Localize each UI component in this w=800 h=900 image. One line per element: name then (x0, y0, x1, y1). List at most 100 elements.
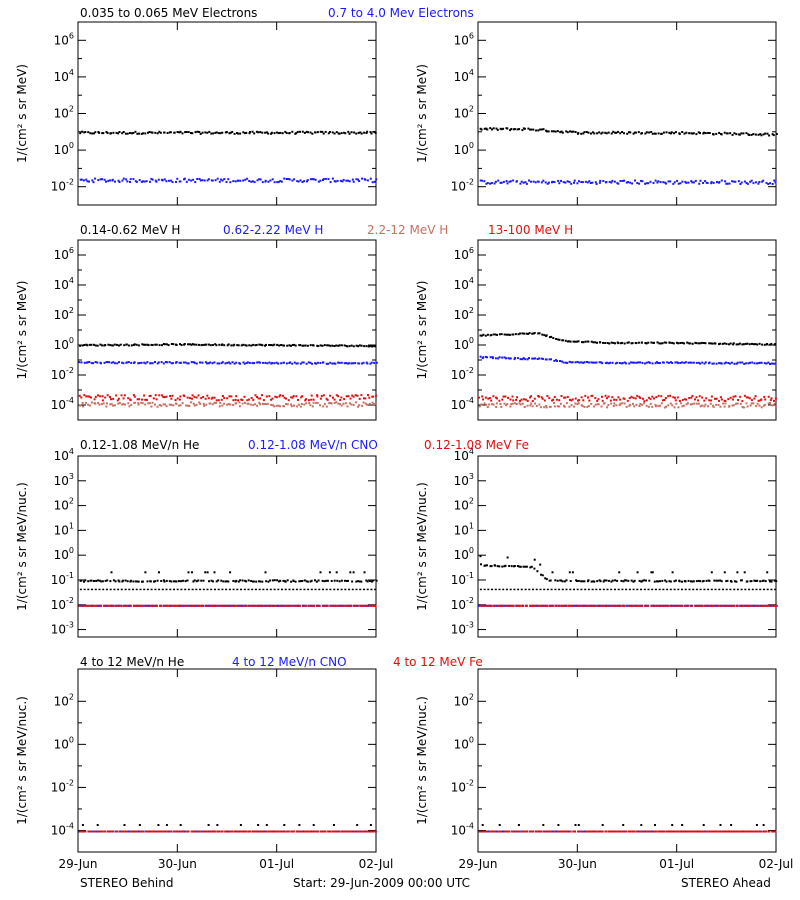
data-point-protons-ahead-3-70 (617, 396, 620, 399)
data-point-heavy_high-ahead-2-26 (530, 830, 533, 833)
data-point-electrons-behind-0-16 (110, 132, 113, 135)
data-point-protons-ahead-0-66 (610, 341, 613, 344)
data-point-protons-behind-0-32 (142, 343, 145, 346)
data-point-electrons-ahead-0-55 (587, 131, 590, 134)
data-point-protons-ahead-2-124 (724, 402, 727, 405)
data-point-protons-behind-3-4 (87, 395, 90, 398)
data-point-electrons-behind-0-64 (206, 131, 209, 134)
data-point-heavy_low-behind-0-97 (271, 579, 274, 582)
floor-point-heavy_low-ahead-35 (610, 588, 613, 591)
data-point-heavy_high-ahead-2-95 (666, 830, 669, 833)
data-point-heavy_low-ahead-0-71 (620, 579, 623, 582)
data-point-heavy_low-behind-0-104 (284, 580, 287, 583)
data-point-protons-behind-2-45 (168, 403, 171, 406)
data-point-electrons-behind-0-115 (307, 131, 309, 134)
data-point-protons-ahead-2-37 (553, 402, 556, 404)
data-point-protons-behind-2-62 (202, 402, 205, 405)
data-point-electrons-behind-0-88 (253, 132, 256, 135)
data-point-electrons-behind-0-128 (333, 132, 336, 135)
data-point-heavy_high-ahead-2-69 (615, 830, 618, 833)
data-point-protons-ahead-1-128 (733, 362, 736, 365)
data-point-protons-behind-3-113 (304, 399, 307, 402)
data-point-heavy_high-ahead-2-46 (569, 830, 572, 833)
data-point-electrons-behind-1-19 (117, 179, 120, 182)
data-point-heavy_low-behind-0-56 (191, 571, 193, 574)
data-point-heavy_low-behind-0-76 (229, 571, 232, 574)
data-point-protons-behind-3-89 (256, 396, 258, 398)
data-point-protons-ahead-0-62 (602, 341, 604, 344)
data-point-protons-behind-2-0 (79, 404, 82, 407)
data-point-heavy_high-ahead-2-62 (601, 830, 604, 833)
data-point-heavy_low-ahead-2-128 (733, 604, 736, 607)
data-point-protons-ahead-2-34 (545, 406, 548, 409)
data-point-heavy_high-behind-2-136 (349, 830, 352, 833)
data-point-protons-behind-2-1 (81, 401, 84, 404)
floor-point-heavy_low-behind-1 (83, 588, 86, 591)
data-point-heavy_high-behind-0-5 (165, 824, 168, 826)
data-point-heavy_low-ahead-0-22 (522, 565, 525, 568)
data-point-heavy_high-ahead-2-125 (727, 830, 730, 833)
data-point-heavy_low-behind-1-56 (190, 604, 193, 607)
data-point-heavy_high-ahead-2-52 (582, 830, 585, 833)
data-point-protons-ahead-1-58 (593, 361, 596, 364)
data-point-heavy_high-ahead-2-58 (594, 830, 597, 833)
floor-point-heavy_low-behind-66 (325, 588, 328, 591)
data-point-protons-behind-2-146 (368, 402, 371, 405)
data-point-protons-ahead-2-121 (719, 405, 722, 408)
floor-point-heavy_low-behind-22 (161, 588, 164, 591)
data-point-heavy_low-behind-2-66 (210, 604, 213, 607)
data-point-protons-ahead-1-85 (647, 361, 650, 364)
data-point-electrons-behind-1-139 (355, 178, 358, 181)
data-point-protons-ahead-3-1 (481, 395, 484, 398)
data-point-heavy_high-ahead-2-34 (546, 830, 549, 833)
data-point-electrons-ahead-1-126 (728, 182, 731, 185)
data-point-heavy_low-ahead-2-70 (618, 604, 620, 607)
data-point-protons-behind-0-123 (323, 344, 326, 347)
data-point-protons-behind-3-20 (117, 397, 120, 400)
data-point-heavy_high-behind-0-3 (138, 824, 141, 826)
data-point-protons-ahead-1-138 (753, 362, 756, 365)
data-point-protons-behind-2-28 (134, 401, 137, 404)
data-point-heavy_high-behind-2-65 (208, 830, 211, 833)
floor-point-heavy_low-ahead-71 (744, 588, 747, 591)
data-point-electrons-behind-1-112 (301, 181, 304, 184)
data-point-protons-behind-0-128 (333, 345, 336, 347)
data-point-protons-ahead-2-40 (558, 405, 561, 408)
data-point-protons-behind-2-42 (162, 403, 165, 406)
data-point-electrons-ahead-0-114 (704, 132, 707, 135)
data-point-heavy_low-ahead-2-56 (590, 604, 593, 607)
data-point-heavy_low-behind-0-15 (109, 580, 112, 583)
data-point-protons-behind-2-145 (366, 403, 369, 406)
data-point-protons-ahead-0-142 (761, 343, 764, 346)
data-point-heavy_low-behind-2-103 (284, 604, 287, 607)
data-point-protons-ahead-0-126 (729, 342, 732, 345)
data-point-protons-ahead-1-21 (521, 358, 524, 361)
data-point-protons-behind-1-21 (121, 361, 124, 364)
data-point-protons-behind-0-24 (125, 343, 128, 346)
data-point-protons-behind-2-74 (226, 403, 229, 406)
data-point-protons-ahead-1-30 (538, 357, 541, 360)
data-point-heavy_low-behind-0-123 (323, 580, 326, 583)
floor-point-heavy_low-ahead-36 (614, 588, 616, 591)
data-point-protons-ahead-1-98 (674, 361, 677, 364)
xtick-label-ahead-2: 01-Jul (659, 857, 694, 871)
data-point-protons-behind-0-112 (301, 344, 304, 347)
data-point-heavy_low-behind-0-105 (286, 579, 289, 582)
data-point-protons-behind-1-134 (345, 362, 348, 365)
data-point-protons-ahead-3-0 (478, 396, 480, 399)
data-point-heavy_low-ahead-2-121 (719, 604, 722, 607)
data-point-protons-ahead-2-41 (559, 402, 562, 405)
data-point-electrons-behind-1-104 (285, 178, 288, 180)
data-point-protons-ahead-0-116 (710, 342, 712, 345)
data-point-protons-behind-3-29 (136, 398, 139, 401)
data-point-heavy_low-behind-2-114 (304, 604, 307, 607)
data-point-protons-ahead-3-40 (558, 399, 561, 402)
data-point-protons-ahead-1-148 (772, 362, 775, 365)
data-point-heavy_low-behind-0-54 (186, 579, 189, 582)
data-point-protons-behind-1-145 (366, 362, 369, 365)
data-point-heavy_high-behind-2-87 (251, 830, 254, 833)
data-point-protons-behind-2-138 (352, 404, 355, 406)
data-point-protons-behind-1-93 (264, 361, 267, 364)
data-point-protons-behind-3-53 (183, 395, 186, 398)
data-point-protons-ahead-1-80 (637, 361, 640, 364)
